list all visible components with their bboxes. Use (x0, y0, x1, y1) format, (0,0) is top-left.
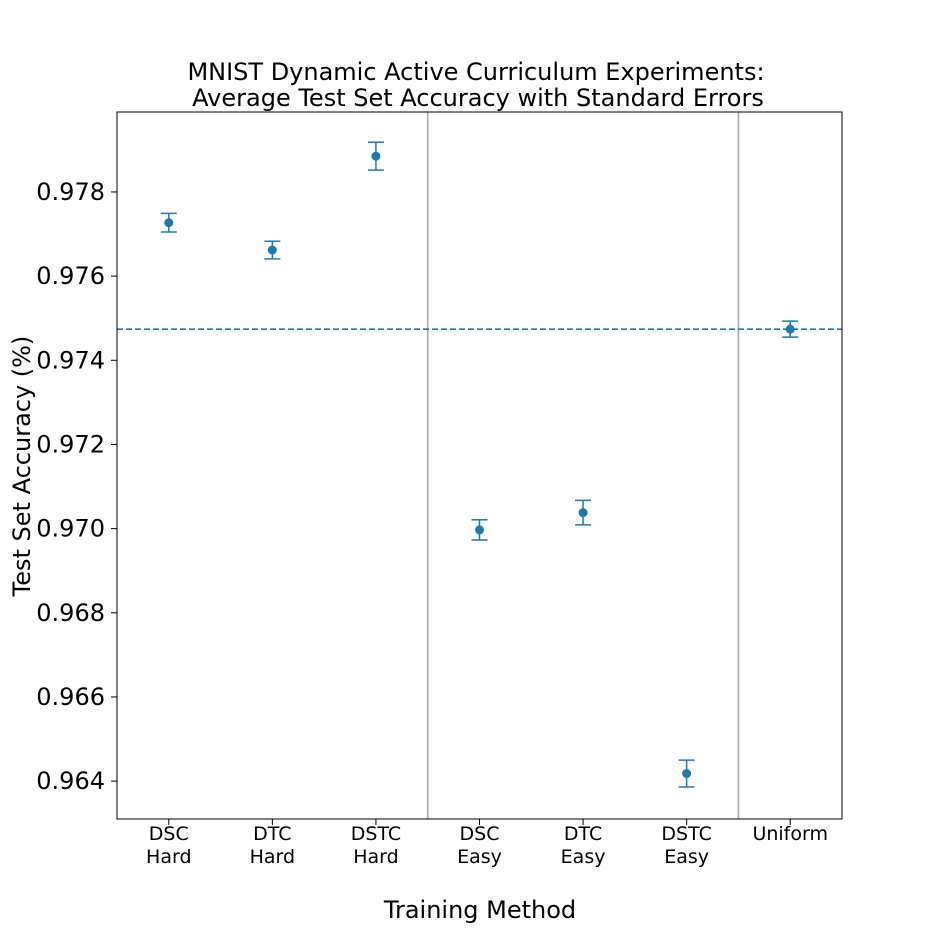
y-axis-label: Test Set Accuracy (%) (8, 336, 36, 598)
y-tick-label: 0.974 (36, 346, 105, 374)
data-point (682, 769, 692, 779)
data-point (785, 324, 795, 334)
x-tick-label: DSC Easy (457, 823, 502, 868)
chart-title-line-2: Average Test Set Accuracy with Standard … (192, 84, 764, 112)
chart-title-line-1: MNIST Dynamic Active Curriculum Experime… (187, 58, 764, 86)
x-axis-label: Training Method (383, 896, 576, 924)
y-tick-label: 0.970 (36, 515, 105, 543)
y-tick-label: 0.976 (36, 262, 105, 290)
y-tick-label: 0.978 (36, 178, 105, 206)
x-tick-label: DTC Hard (250, 823, 295, 868)
data-point (267, 245, 277, 255)
y-tick-label: 0.968 (36, 599, 105, 627)
data-point (371, 151, 381, 161)
y-tick-label: 0.966 (36, 683, 105, 711)
y-tick-label: 0.964 (36, 767, 105, 795)
data-point (475, 525, 484, 535)
data-point (164, 218, 174, 228)
x-tick-label: DSTC Easy (661, 823, 711, 868)
axes-frame (116, 111, 843, 820)
data-point (578, 508, 588, 518)
x-tick-label: Uniform (752, 823, 828, 845)
y-tick-label: 0.972 (36, 430, 105, 458)
x-tick-label: DSC Hard (146, 823, 191, 868)
x-tick-label: DTC Easy (561, 823, 606, 868)
x-tick-label: DSTC Hard (351, 823, 401, 868)
plot-area: 0.964 0.966 0.968 0.970 0.972 0.974 0.976 0.978… (36, 111, 843, 868)
